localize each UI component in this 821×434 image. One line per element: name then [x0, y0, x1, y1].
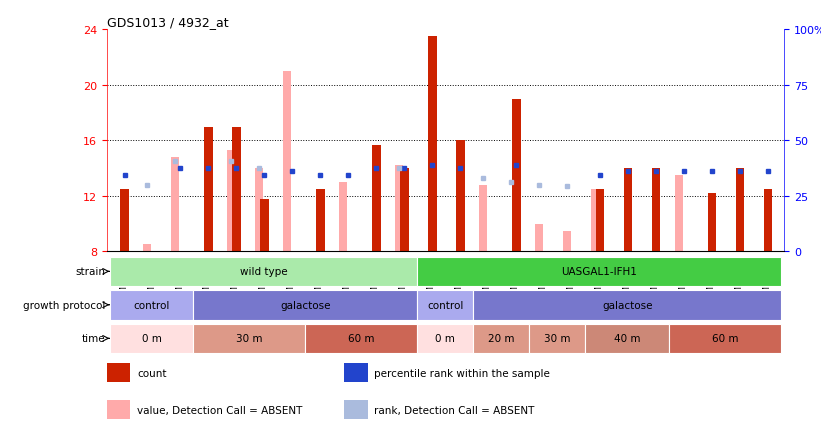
Bar	[512, 99, 521, 252]
Bar	[417, 290, 474, 320]
Bar	[591, 190, 599, 252]
Text: control: control	[427, 300, 464, 310]
Text: growth protocol: growth protocol	[23, 300, 105, 310]
Text: 0 m: 0 m	[141, 334, 162, 343]
Bar	[562, 231, 571, 252]
Bar	[456, 141, 465, 252]
Bar	[260, 199, 268, 252]
Bar	[232, 127, 241, 252]
Bar	[474, 324, 530, 353]
Bar	[109, 324, 194, 353]
Text: 60 m: 60 m	[348, 334, 374, 343]
Text: rank, Detection Call = ABSENT: rank, Detection Call = ABSENT	[374, 405, 534, 415]
Text: 40 m: 40 m	[614, 334, 640, 343]
Bar	[109, 257, 417, 286]
Bar	[143, 245, 151, 252]
Bar	[171, 158, 179, 252]
Bar	[194, 324, 305, 353]
Bar	[395, 166, 403, 252]
Bar	[344, 364, 368, 382]
Bar	[429, 37, 437, 252]
Bar	[596, 190, 604, 252]
Bar	[585, 324, 669, 353]
Text: 60 m: 60 m	[712, 334, 739, 343]
Bar	[255, 169, 264, 252]
Bar	[204, 127, 213, 252]
Bar	[652, 169, 660, 252]
Bar	[107, 364, 131, 382]
Bar	[417, 324, 474, 353]
Bar	[669, 324, 782, 353]
Bar	[764, 190, 773, 252]
Text: time: time	[82, 334, 105, 343]
Text: UASGAL1-IFH1: UASGAL1-IFH1	[562, 267, 637, 276]
Bar	[372, 145, 381, 252]
Text: strain: strain	[76, 267, 105, 276]
Bar	[121, 190, 129, 252]
Text: 30 m: 30 m	[544, 334, 571, 343]
Bar	[675, 176, 683, 252]
Text: 0 m: 0 m	[435, 334, 456, 343]
Bar	[194, 290, 417, 320]
Bar	[109, 290, 194, 320]
Text: count: count	[137, 368, 167, 378]
Bar	[305, 324, 417, 353]
Bar	[107, 400, 131, 419]
Text: 20 m: 20 m	[488, 334, 515, 343]
Text: control: control	[133, 300, 170, 310]
Bar	[417, 257, 782, 286]
Bar	[708, 194, 717, 252]
Bar	[283, 72, 291, 252]
Bar	[624, 169, 632, 252]
Bar	[316, 190, 324, 252]
Bar	[339, 183, 347, 252]
Bar	[736, 169, 745, 252]
Bar	[474, 290, 782, 320]
Text: GDS1013 / 4932_at: GDS1013 / 4932_at	[107, 16, 228, 29]
Text: 30 m: 30 m	[236, 334, 263, 343]
Text: galactose: galactose	[602, 300, 653, 310]
Text: galactose: galactose	[280, 300, 331, 310]
Bar	[400, 169, 409, 252]
Bar	[344, 400, 368, 419]
Bar	[227, 151, 236, 252]
Bar	[534, 224, 544, 252]
Bar	[479, 185, 487, 252]
Bar	[530, 324, 585, 353]
Text: wild type: wild type	[240, 267, 287, 276]
Text: value, Detection Call = ABSENT: value, Detection Call = ABSENT	[137, 405, 303, 415]
Text: percentile rank within the sample: percentile rank within the sample	[374, 368, 550, 378]
